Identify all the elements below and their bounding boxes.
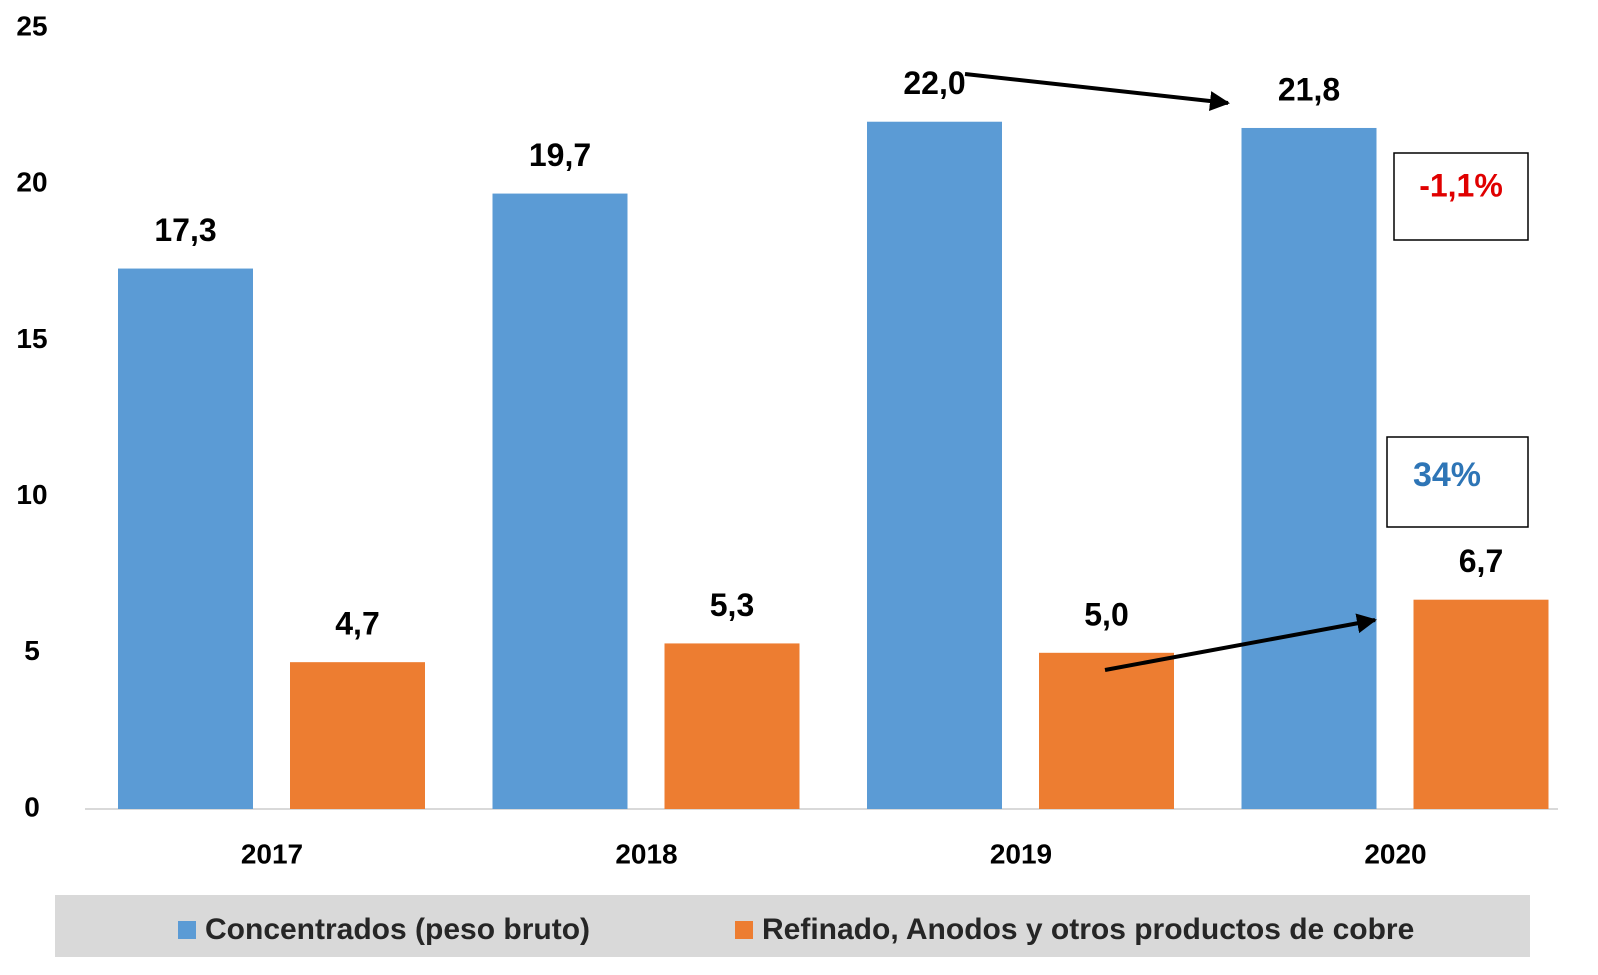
legend-label: Concentrados (peso bruto) [205,913,590,946]
data-label: 5,3 [710,587,754,623]
annotation-box [1386,436,1529,528]
annotation: -1,1% [1419,167,1503,203]
data-label: 19,7 [529,137,591,173]
arrow [1104,613,1377,672]
annotation: 34% [1413,456,1481,494]
bar [664,643,800,809]
data-label: 17,3 [154,212,216,248]
y-tick-label: 10 [16,479,47,510]
legend-label: Refinado, Anodos y otros productos de co… [762,913,1414,946]
legend-swatch [735,921,753,939]
bar [492,193,628,809]
data-label: 22,0 [903,65,965,101]
x-tick-label: 2019 [990,838,1052,869]
bar [290,662,425,809]
legend-box [55,895,1530,957]
data-label: 6,7 [1459,543,1503,579]
x-tick-label: 2018 [615,838,677,869]
y-tick-label: 5 [24,635,40,666]
data-label: 21,8 [1278,71,1340,107]
y-tick-label: 25 [16,10,47,41]
bar [118,268,253,810]
bar [1413,599,1549,809]
bar [1039,652,1174,809]
arrow [964,72,1230,111]
x-tick-label: 2017 [241,838,303,869]
legend-swatch [178,921,196,939]
bar [867,121,1002,810]
plot [118,121,1549,810]
y-tick-label: 15 [16,323,47,354]
data-label: 5,0 [1084,596,1128,632]
x-tick-label: 2020 [1364,838,1426,869]
bar [1241,127,1377,809]
y-tick-label: 0 [24,791,40,822]
data-label: 4,7 [335,606,379,642]
annotation-box [1393,152,1529,241]
y-tick-label: 20 [16,167,47,198]
